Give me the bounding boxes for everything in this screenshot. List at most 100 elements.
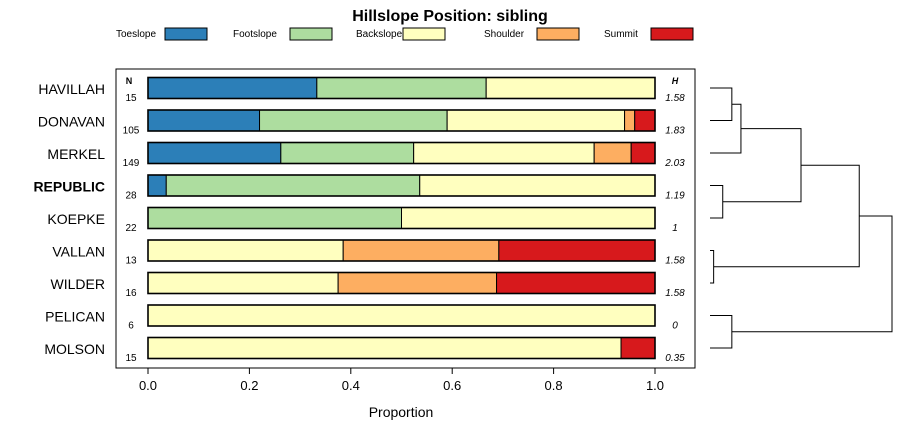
bar-segment-summit bbox=[630, 142, 656, 164]
bar-segment-shoulder bbox=[624, 109, 636, 132]
bar-outline bbox=[147, 174, 656, 197]
row-havillah: HAVILLAH 15 1.58 bbox=[38, 76, 685, 104]
dendrogram-branch bbox=[710, 103, 742, 154]
n-header: N bbox=[126, 76, 133, 86]
row-n-value: 22 bbox=[125, 223, 137, 234]
x-tick-label: 0.6 bbox=[443, 378, 461, 393]
bar-segment-backslope bbox=[446, 109, 626, 132]
bar-rows: HAVILLAH 15 1.58 DONAVAN 105 1.83 MERKEL 149 2.0… bbox=[33, 76, 685, 364]
row-pelican: PELICAN 6 0 bbox=[45, 304, 678, 332]
bar-segment-backslope bbox=[147, 272, 339, 294]
dendrogram-branch bbox=[722, 128, 802, 203]
row-n-value: 105 bbox=[123, 126, 140, 137]
bar-segment-shoulder bbox=[342, 239, 500, 262]
legend-swatch-footslope bbox=[289, 27, 333, 41]
x-tick-label: 1.0 bbox=[646, 378, 664, 393]
bar-segment-backslope bbox=[401, 207, 656, 229]
row-n-value: 15 bbox=[125, 93, 137, 104]
dendrogram bbox=[710, 87, 893, 349]
dendrogram-branch bbox=[710, 250, 715, 284]
row-label: WILDER bbox=[51, 276, 105, 292]
row-h-value: 1.19 bbox=[665, 191, 685, 202]
bar-segment-footslope bbox=[316, 77, 487, 99]
row-n-value: 15 bbox=[125, 353, 137, 364]
row-h-value: 1.58 bbox=[665, 288, 685, 299]
dendrogram-branch bbox=[710, 87, 733, 121]
row-h-value: 0 bbox=[672, 321, 678, 332]
x-tick-label: 0.4 bbox=[342, 378, 360, 393]
bar-segment-toeslope bbox=[147, 142, 282, 164]
row-label: VALLAN bbox=[52, 244, 105, 260]
bar-segment-backslope bbox=[147, 337, 622, 359]
bar-outline bbox=[147, 206, 656, 230]
legend-label-summit: Summit bbox=[604, 29, 638, 40]
bar-segment-footslope bbox=[165, 174, 421, 197]
legend-swatch-shoulder bbox=[536, 27, 580, 41]
legend-label-toeslope: Toeslope bbox=[116, 29, 156, 40]
x-axis: 0.0 0.2 0.4 0.6 0.8 1.0 bbox=[139, 368, 664, 393]
bar-segment-summit bbox=[496, 272, 656, 294]
row-h-value: 1.58 bbox=[665, 93, 685, 104]
dendrogram-branch bbox=[710, 315, 733, 349]
row-republic: REPUBLIC 28 1.19 bbox=[33, 174, 685, 202]
dendrogram-branch bbox=[710, 185, 724, 219]
row-label: REPUBLIC bbox=[33, 179, 105, 195]
bar-segment-footslope bbox=[259, 109, 448, 132]
row-label: HAVILLAH bbox=[38, 81, 105, 97]
bar-outline bbox=[147, 109, 656, 132]
row-n-value: 16 bbox=[125, 288, 137, 299]
legend-swatch-summit bbox=[650, 27, 694, 41]
row-label: MOLSON bbox=[44, 341, 105, 357]
bar-outline bbox=[147, 336, 656, 360]
bar-outline bbox=[147, 76, 656, 100]
row-label: DONAVAN bbox=[38, 114, 105, 130]
bar-outline bbox=[147, 271, 656, 295]
row-vallan: VALLAN 13 1.58 bbox=[52, 239, 685, 267]
row-h-value: 0.35 bbox=[665, 353, 685, 364]
bar-segment-toeslope bbox=[147, 77, 318, 99]
legend-swatch-backslope bbox=[402, 27, 446, 41]
bar-outline bbox=[147, 239, 656, 262]
row-n-value: 6 bbox=[128, 321, 134, 332]
row-merkel: MERKEL 149 2.03 bbox=[47, 141, 685, 169]
x-tick-label: 0.2 bbox=[240, 378, 258, 393]
plot-frame bbox=[115, 68, 696, 369]
row-label: MERKEL bbox=[47, 146, 105, 162]
row-label: PELICAN bbox=[45, 309, 105, 325]
bar-segment-backslope bbox=[413, 142, 595, 164]
legend: Toeslope Footslope Backslope Shoulder Summit bbox=[116, 27, 694, 41]
bar-segment-summit bbox=[498, 239, 656, 262]
bar-segment-backslope bbox=[147, 239, 344, 262]
bar-segment-toeslope bbox=[147, 109, 261, 132]
bar-segment-summit bbox=[620, 337, 656, 359]
bar-segment-summit bbox=[634, 109, 656, 132]
bar-outline bbox=[147, 141, 656, 165]
legend-label-shoulder: Shoulder bbox=[484, 29, 525, 40]
bar-segment-backslope bbox=[419, 174, 656, 197]
row-donavan: DONAVAN 105 1.83 bbox=[38, 109, 685, 137]
bar-segment-shoulder bbox=[337, 272, 498, 294]
chart-title: Hillslope Position: sibling bbox=[352, 8, 548, 25]
bar-outline bbox=[147, 304, 656, 327]
row-n-value: 149 bbox=[123, 158, 140, 169]
row-wilder: WILDER 16 1.58 bbox=[51, 271, 685, 299]
row-n-value: 28 bbox=[125, 191, 137, 202]
x-axis-label: Proportion bbox=[369, 404, 434, 420]
row-koepke: KOEPKE 22 1 bbox=[47, 206, 678, 234]
bar-segment-toeslope bbox=[147, 174, 167, 197]
row-h-value: 1.83 bbox=[665, 126, 685, 137]
bar-segment-shoulder bbox=[593, 142, 632, 164]
bar-segment-backslope bbox=[147, 304, 656, 327]
legend-label-backslope: Backslope bbox=[356, 29, 403, 40]
legend-label-footslope: Footslope bbox=[233, 29, 277, 40]
dendrogram-branch bbox=[731, 215, 893, 333]
legend-swatch-toeslope bbox=[164, 27, 208, 41]
x-tick-label: 0.0 bbox=[139, 378, 157, 393]
dendrogram-branch bbox=[713, 164, 860, 268]
row-h-value: 1 bbox=[672, 223, 678, 234]
row-n-value: 13 bbox=[125, 256, 137, 267]
bar-segment-footslope bbox=[280, 142, 415, 164]
row-h-value: 1.58 bbox=[665, 256, 685, 267]
row-label: KOEPKE bbox=[47, 211, 105, 227]
